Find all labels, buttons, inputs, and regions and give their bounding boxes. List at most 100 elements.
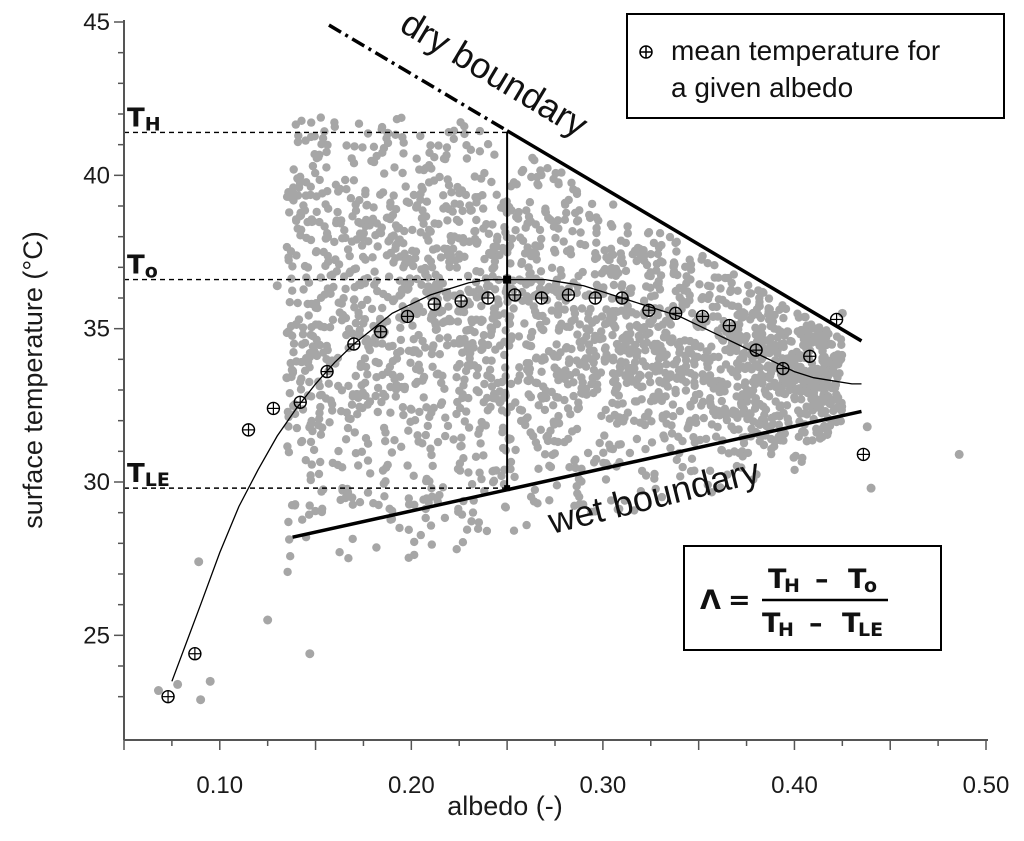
scatter-point	[632, 256, 641, 266]
scatter-point	[429, 403, 438, 413]
x-tick-label: 0.20	[388, 772, 435, 799]
scatter-point	[778, 301, 787, 310]
scatter-point	[747, 424, 756, 433]
scatter-point	[536, 425, 545, 434]
scatter-point	[668, 400, 678, 409]
scatter-point	[597, 327, 606, 336]
scatter-point	[518, 236, 528, 245]
scatter-point	[607, 307, 616, 316]
scatter-point	[484, 229, 494, 238]
scatter-point	[495, 251, 504, 260]
scatter-point	[459, 307, 469, 317]
scatter-point	[836, 335, 846, 344]
scatter-point	[517, 259, 526, 269]
scatter-point	[316, 113, 325, 122]
scatter-point	[723, 380, 732, 389]
scatter-point	[644, 371, 654, 380]
scatter-point	[421, 430, 430, 440]
scatter-point	[545, 461, 554, 470]
scatter-point	[435, 334, 444, 343]
scatter-point	[513, 214, 523, 223]
scatter-point	[716, 365, 725, 374]
mean-temperature-marker	[856, 447, 871, 462]
scatter-point	[285, 208, 294, 217]
scatter-point	[353, 410, 362, 419]
scatter-point	[489, 476, 499, 485]
scatter-point	[287, 274, 296, 283]
scatter-point	[472, 386, 481, 395]
scatter-point	[302, 178, 311, 187]
scatter-point	[583, 448, 593, 458]
scatter-point	[417, 280, 426, 289]
scatter-point	[455, 200, 465, 209]
y-axis-title: surface temperature (°C)	[18, 231, 48, 528]
scatter-point	[749, 362, 758, 371]
scatter-point	[442, 341, 452, 350]
scatter-point	[447, 236, 456, 245]
scatter-point	[439, 204, 448, 213]
scatter-point	[495, 341, 505, 350]
scatter-point	[295, 212, 304, 221]
reference-label-sub: LE	[145, 469, 170, 491]
scatter-point	[522, 206, 531, 215]
scatter-point	[620, 496, 629, 505]
scatter-point	[424, 178, 434, 187]
scatter-point	[398, 168, 407, 178]
scatter-point	[349, 295, 359, 305]
scatter-point	[678, 436, 687, 446]
scatter-point	[615, 367, 624, 377]
scatter-point	[498, 428, 507, 437]
scatter-point	[466, 145, 476, 154]
scatter-point	[363, 129, 373, 138]
scatter-point	[474, 285, 484, 294]
scatter-point	[717, 396, 726, 406]
scatter-point	[342, 141, 351, 150]
scatter-point	[710, 261, 719, 270]
scatter-point	[602, 266, 611, 275]
scatter-point	[475, 425, 484, 434]
scatter-point	[372, 373, 381, 382]
scatter-point	[614, 268, 623, 278]
scatter-point	[403, 461, 412, 470]
scatter-point	[457, 433, 466, 442]
scatter-point	[389, 258, 398, 267]
scatter-point	[764, 310, 773, 319]
scatter-point	[440, 384, 449, 393]
scatter-point	[676, 472, 685, 481]
scatter-point	[289, 339, 299, 348]
scatter-point	[421, 343, 430, 352]
scatter-point	[343, 423, 353, 433]
mean-temperature-marker	[454, 294, 468, 308]
scatter-point	[660, 434, 669, 443]
scatter-point	[550, 352, 559, 361]
scatter-point	[321, 261, 330, 271]
scatter-point	[377, 223, 386, 232]
scatter-point	[355, 498, 365, 507]
scatter-point	[422, 403, 431, 412]
formula-num-t1: T	[768, 564, 787, 595]
scatter-point	[654, 366, 664, 375]
scatter-point	[472, 371, 482, 380]
scatter-point	[497, 377, 507, 387]
scatter-point	[690, 371, 699, 380]
scatter-point	[666, 338, 676, 347]
scatter-point	[475, 147, 485, 156]
scatter-point	[325, 323, 335, 332]
scatter-point	[585, 325, 594, 335]
scatter-point	[534, 464, 543, 473]
dry-boundary-line	[506, 129, 863, 343]
scatter-point	[302, 233, 311, 243]
scatter-point	[282, 328, 292, 338]
scatter-point	[506, 259, 515, 268]
scatter-point	[587, 199, 597, 209]
scatter-point	[522, 365, 532, 374]
scatter-point	[341, 284, 350, 294]
scatter-point	[485, 248, 494, 258]
scatter-point	[334, 260, 344, 269]
scatter-point	[480, 168, 489, 178]
scatter-point	[284, 422, 293, 431]
scatter-point	[443, 333, 452, 342]
scatter-point	[724, 449, 733, 458]
scatter-point	[455, 466, 465, 475]
scatter-point	[511, 226, 520, 235]
